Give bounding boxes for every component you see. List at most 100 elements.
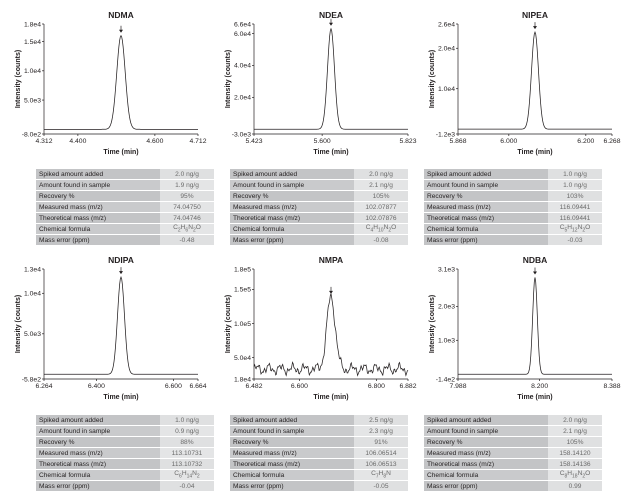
info-label: Chemical formula [36, 470, 160, 480]
info-value: 74.04750 [160, 202, 214, 212]
y-axis-label: Intensity (counts) [429, 295, 436, 353]
chart-panel-ndba: NDBA 3.1e3 2.0e3 1.0e3 -1.4e2 7.988 8.200 8.388… [422, 255, 621, 405]
info-label: Measured mass (m/z) [424, 202, 548, 212]
info-value: C6H14N2 [160, 470, 214, 480]
info-value: C4H10N2O [354, 224, 408, 234]
x-tick-label: 7.988 [449, 383, 466, 390]
info-label: Spiked amount added [36, 415, 160, 425]
info-row: Theoretical mass (m/z) 113.10732 [36, 459, 214, 469]
x-tick-label: 6.600 [165, 383, 182, 390]
info-row: Measured mass (m/z) 74.04750 [36, 202, 214, 212]
info-row: Mass error (ppm) -0.05 [230, 481, 408, 491]
x-tick-label: 8.388 [603, 383, 620, 390]
info-value: 158.14136 [548, 459, 602, 469]
y-tick-label: 1.3e4 [24, 266, 41, 273]
info-value: -0.03 [548, 235, 602, 245]
info-row: Chemical formula C6H14N2 [36, 470, 214, 480]
info-label: Recovery % [424, 191, 548, 201]
info-value: 2.1 ng/g [354, 180, 408, 190]
info-value: 0.99 [548, 481, 602, 491]
info-value: 2.0 ng/g [160, 169, 214, 179]
info-row: Recovery % 88% [36, 437, 214, 447]
chart-panel-ndma: NDMA 1.8e4 1.5e4 1.0e4 5.0e3 -8.0e2 4.312 4.400… [8, 10, 207, 160]
x-tick-label: 5.600 [314, 138, 331, 145]
info-row: Chemical formula C2H6N2O [36, 224, 214, 234]
chart-title: NIPEA [522, 10, 548, 20]
info-row: Chemical formula C8H18N2O [424, 470, 602, 480]
info-table-nmpa: Spiked amount added 2.5 ng/g Amount found … [230, 414, 408, 492]
info-value: 1.9 ng/g [160, 180, 214, 190]
peak-marker-arrow [119, 271, 123, 275]
info-value: 0.9 ng/g [160, 426, 214, 436]
x-tick-label: 5.823 [399, 138, 416, 145]
peak-marker-arrow [119, 29, 123, 33]
y-tick-label: -1.4e2 [436, 376, 455, 383]
info-label: Amount found in sample [230, 426, 354, 436]
y-tick-label: -1.2e3 [436, 131, 455, 138]
y-tick-label: 2.0e3 [438, 304, 455, 311]
info-row: Spiked amount added 2.0 ng/g [230, 169, 408, 179]
info-value: 2.0 ng/g [354, 169, 408, 179]
peak-marker-arrow [533, 271, 537, 275]
info-label: Recovery % [36, 191, 160, 201]
info-row: Spiked amount added 1.0 ng/g [36, 415, 214, 425]
x-tick-label: 6.482 [245, 383, 262, 390]
chart-title: NDMA [108, 10, 134, 20]
info-value: 2.1 ng/g [548, 426, 602, 436]
info-value: -0.05 [354, 481, 408, 491]
info-label: Amount found in sample [36, 426, 160, 436]
info-value: -0.04 [160, 481, 214, 491]
info-table-ndma: Spiked amount added 2.0 ng/g Amount found … [36, 168, 214, 246]
y-tick-label: 4.0e4 [234, 63, 251, 70]
chart-title: NDBA [523, 255, 548, 265]
info-value: 113.10732 [160, 459, 214, 469]
chromatogram-trace [254, 27, 408, 130]
info-label: Chemical formula [424, 470, 548, 480]
info-label: Chemical formula [230, 470, 354, 480]
x-axis-label: Time (min) [103, 149, 138, 156]
y-tick-label: 2.0e4 [438, 46, 455, 53]
x-tick-label: 6.664 [189, 383, 206, 390]
x-axis-label: Time (min) [103, 394, 138, 401]
y-axis-label: Intensity (counts) [225, 50, 232, 108]
info-label: Amount found in sample [36, 180, 160, 190]
x-tick-label: 6.600 [291, 383, 308, 390]
x-tick-label: 4.400 [69, 138, 86, 145]
y-tick-label: 5.0e3 [24, 331, 41, 338]
chart-title: NDEA [319, 10, 343, 20]
y-tick-label: 5.0e3 [24, 97, 41, 104]
chromatogram-trace [458, 277, 612, 375]
info-value: 88% [160, 437, 214, 447]
info-label: Theoretical mass (m/z) [36, 213, 160, 223]
y-tick-label: 1.8e5 [234, 266, 251, 273]
info-row: Measured mass (m/z) 116.09441 [424, 202, 602, 212]
x-axis-label: Time (min) [517, 394, 552, 401]
info-row: Recovery % 91% [230, 437, 408, 447]
info-value: 2.0 ng/g [548, 415, 602, 425]
y-axis-label: Intensity (counts) [429, 50, 436, 108]
info-value: 91% [354, 437, 408, 447]
chromatogram-trace [253, 293, 409, 377]
info-row: Amount found in sample 1.9 ng/g [36, 180, 214, 190]
info-value: 2.3 ng/g [354, 426, 408, 436]
peak-marker-arrow [329, 22, 333, 26]
info-value: 1.0 ng/g [548, 180, 602, 190]
info-row: Mass error (ppm) -0.03 [424, 235, 602, 245]
info-row: Theoretical mass (m/z) 102.07876 [230, 213, 408, 223]
info-value: C7H8N [354, 470, 408, 480]
info-value: 106.06513 [354, 459, 408, 469]
chart-panel-nipea: NIPEA 2.6e4 2.0e4 1.0e4 -1.2e3 5.868 6.000 6.20… [422, 10, 621, 160]
info-label: Theoretical mass (m/z) [424, 459, 548, 469]
chart-panel-nmpa: NMPA 1.8e5 1.5e5 1.0e5 5.0e4 1.8e4 6.482 6.600 6… [218, 255, 417, 405]
y-tick-label: 2.0e4 [234, 95, 251, 102]
info-value: 103% [548, 191, 602, 201]
info-label: Theoretical mass (m/z) [230, 213, 354, 223]
info-label: Chemical formula [424, 224, 548, 234]
chart-panel-ndipa: NDIPA 1.3e4 1.0e4 5.0e3 -5.8e2 6.264 6.400 6.60… [8, 255, 207, 405]
info-row: Mass error (ppm) 0.99 [424, 481, 602, 491]
y-tick-label: 1.0e5 [234, 321, 251, 328]
info-row: Chemical formula C7H8N [230, 470, 408, 480]
x-tick-label: 5.868 [449, 138, 466, 145]
